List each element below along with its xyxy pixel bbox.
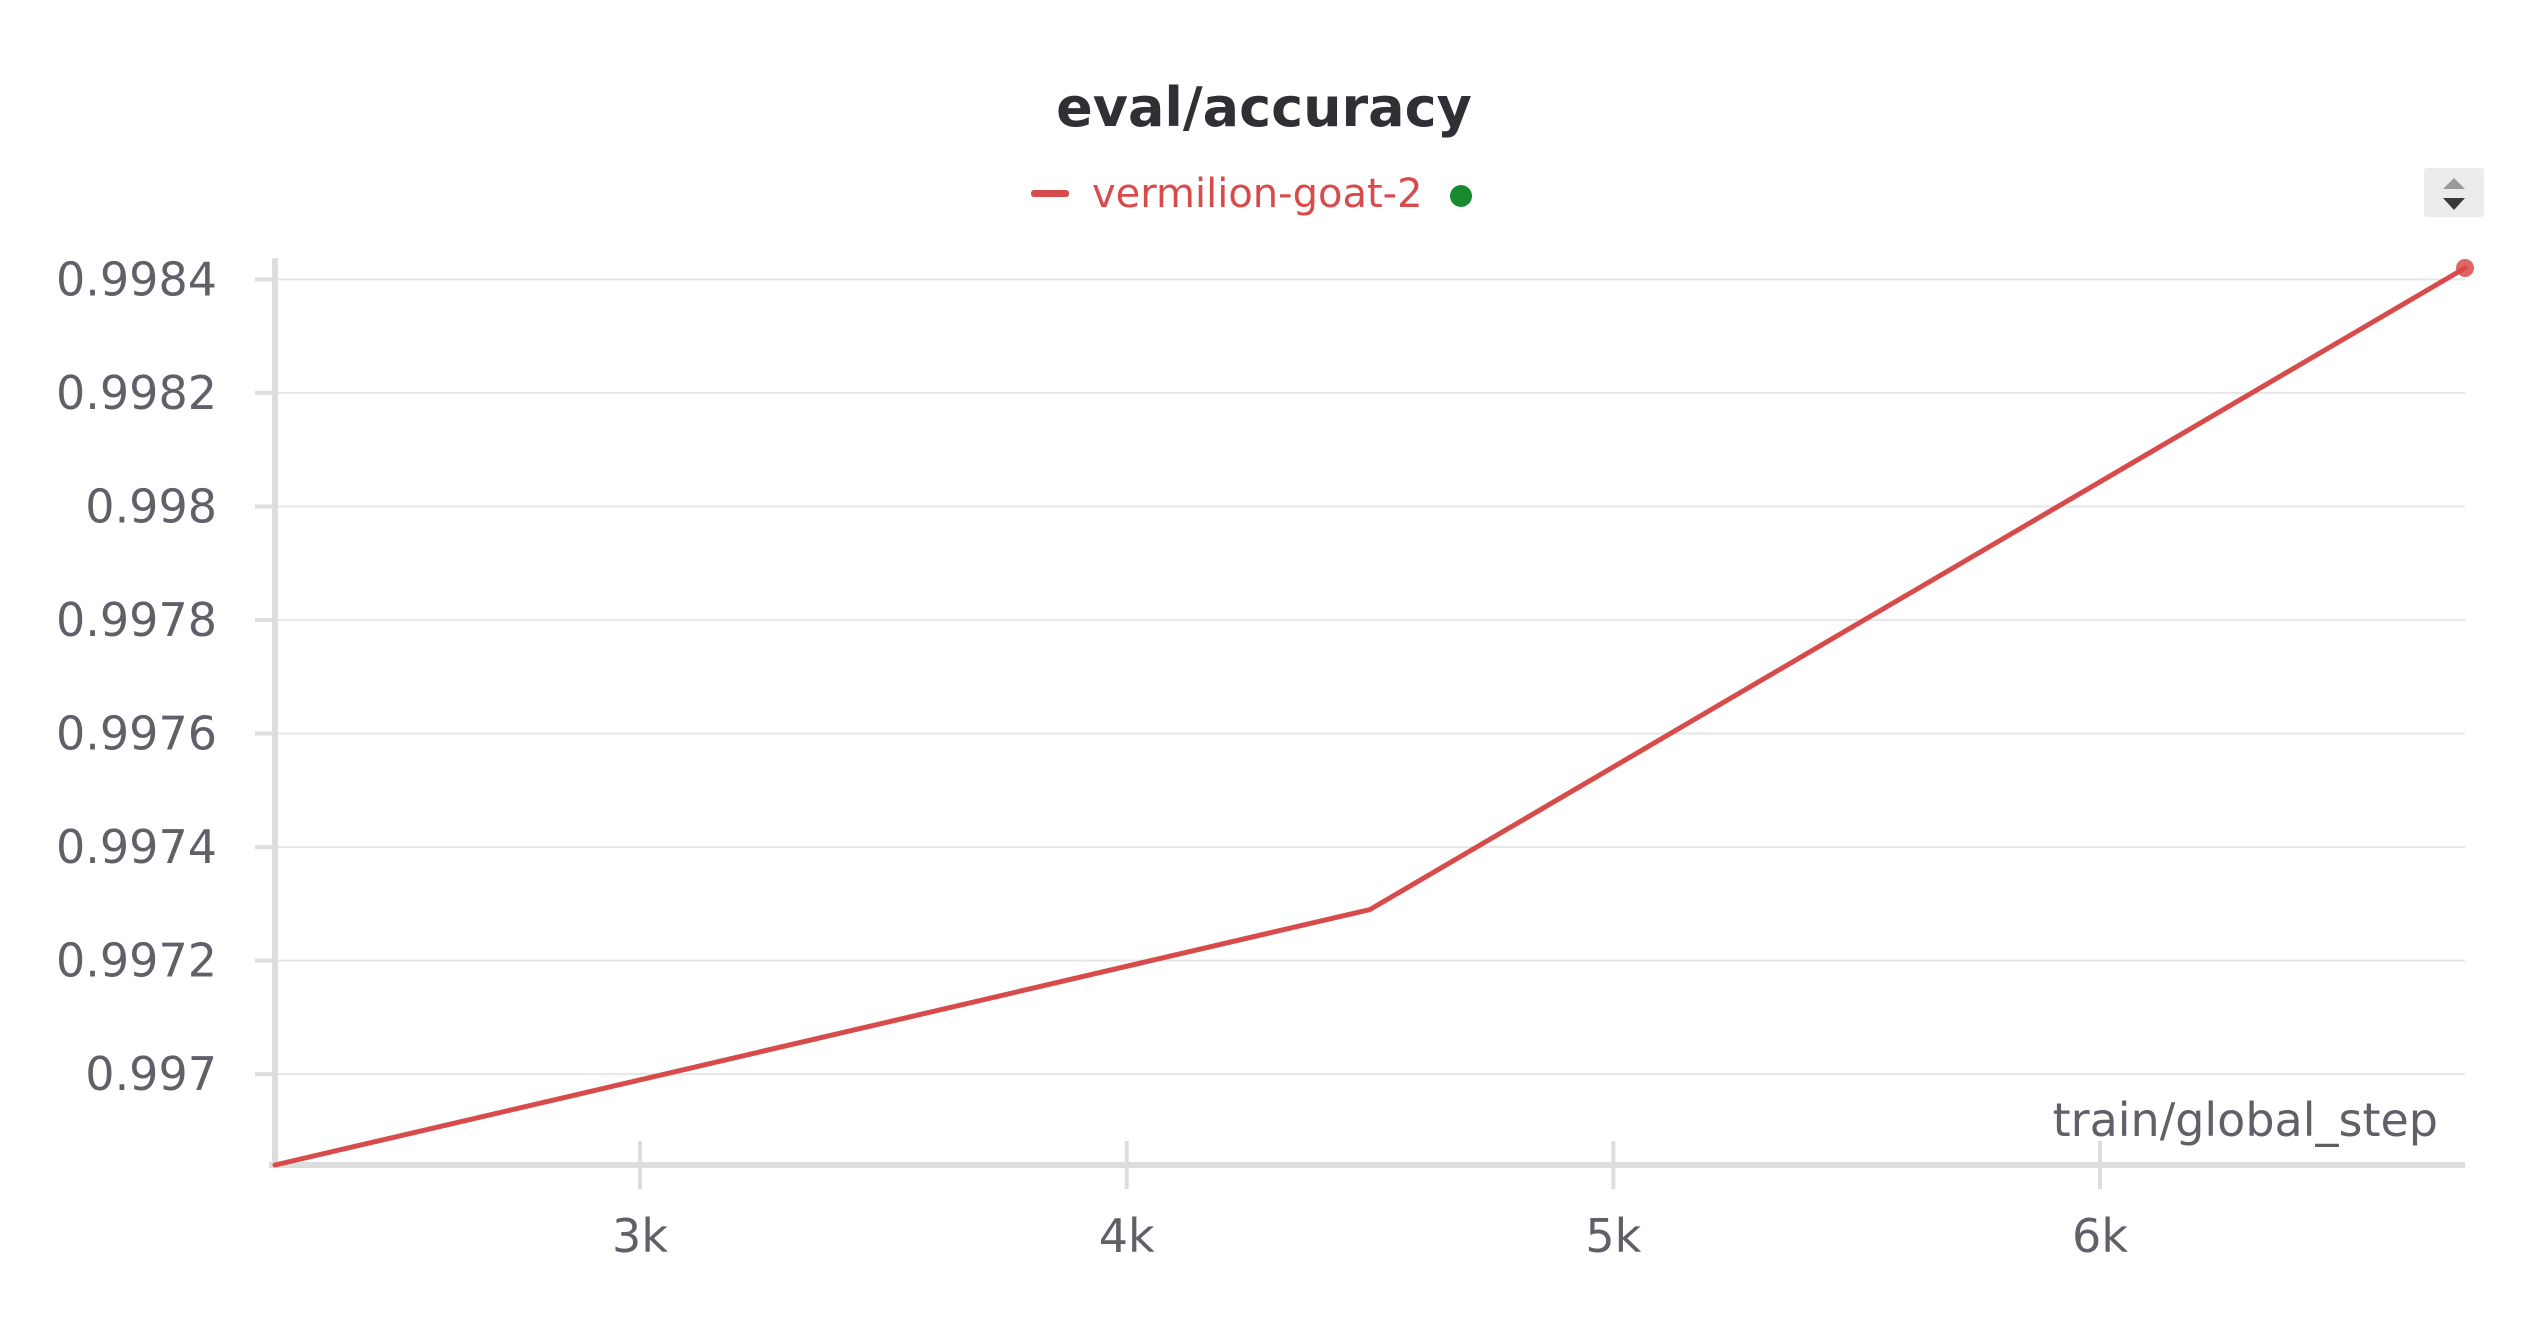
legend: vermilion-goat-2 bbox=[1031, 171, 1472, 217]
x-tick-label: 3k bbox=[612, 1209, 668, 1263]
y-tick-label: 0.9982 bbox=[56, 366, 217, 420]
y-tick-label: 0.998 bbox=[85, 479, 217, 533]
axes bbox=[269, 258, 2465, 1168]
y-tick-label: 0.9984 bbox=[56, 252, 217, 306]
legend-swatch bbox=[1031, 190, 1069, 197]
up-down-chevron-icon[interactable] bbox=[2443, 178, 2465, 210]
x-axis-ticks: 3k 4k 5k 6k bbox=[612, 1141, 2128, 1263]
chevron-down-icon[interactable] bbox=[2443, 198, 2465, 210]
y-axis-ticks: 0.997 0.9972 0.9974 0.9976 0.9978 0.998 0.9982… bbox=[56, 252, 275, 1101]
x-tick-label: 6k bbox=[2072, 1209, 2128, 1263]
x-axis-label: train/global_step bbox=[2053, 1093, 2438, 1147]
chart-title: eval/accuracy bbox=[1056, 76, 1472, 139]
x-tick-label: 4k bbox=[1099, 1209, 1155, 1263]
y-tick-label: 0.9978 bbox=[56, 593, 217, 647]
series-layer bbox=[272, 259, 2474, 1168]
legend-scroll-button[interactable] bbox=[2424, 168, 2484, 217]
run-status-dot bbox=[1450, 185, 1472, 207]
grid bbox=[275, 278, 2465, 1076]
series-endpoint-marker bbox=[2456, 259, 2474, 277]
y-tick-label: 0.9974 bbox=[56, 820, 217, 874]
x-tick-label: 5k bbox=[1585, 1209, 1641, 1263]
legend-label: vermilion-goat-2 bbox=[1092, 171, 1423, 217]
series-line bbox=[272, 265, 2468, 1168]
y-tick-label: 0.9972 bbox=[56, 934, 217, 988]
legend-scroll-button-background[interactable] bbox=[2424, 168, 2484, 217]
y-tick-label: 0.9976 bbox=[56, 707, 217, 761]
y-tick-label: 0.997 bbox=[85, 1047, 217, 1101]
chevron-up-icon[interactable] bbox=[2443, 178, 2465, 189]
